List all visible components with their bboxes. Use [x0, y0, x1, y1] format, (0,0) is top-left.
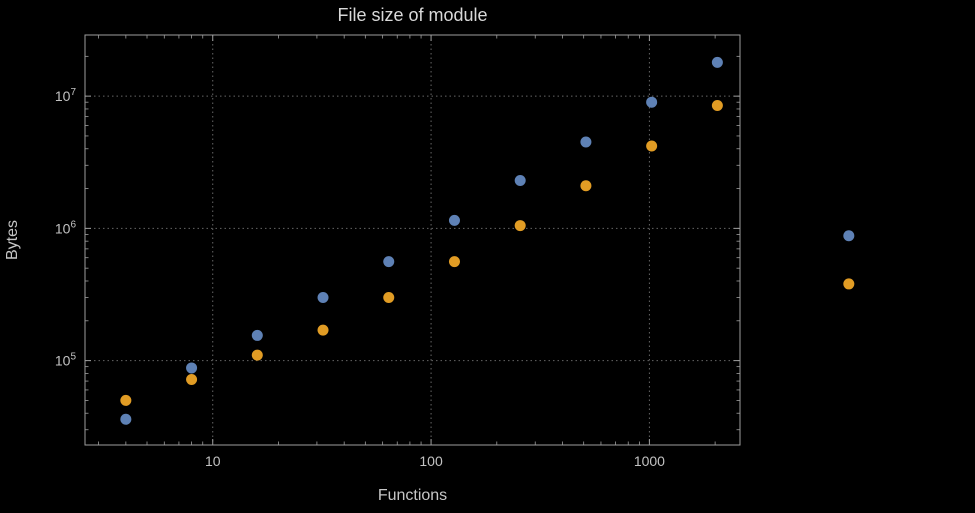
data-point-orange	[448, 256, 460, 268]
data-point-orange	[317, 324, 329, 336]
frame-rect	[84, 34, 741, 446]
plot-frame	[84, 34, 741, 446]
data-point-blue	[843, 230, 855, 242]
data-points	[120, 56, 855, 425]
data-point-orange	[186, 373, 198, 385]
x-axis-label: Functions	[377, 487, 448, 504]
data-point-blue	[448, 214, 460, 226]
chart-title: File size of module	[337, 5, 488, 25]
data-point-orange	[251, 349, 263, 361]
tick-labels: 10 100 1000 105 106 107	[55, 87, 665, 469]
data-point-blue	[317, 292, 329, 304]
data-point-blue	[580, 136, 592, 148]
data-point-blue	[120, 413, 132, 425]
grid-lines	[85, 35, 740, 445]
y-tick-label: 107	[55, 87, 77, 104]
data-point-orange	[120, 394, 132, 406]
data-point-orange	[580, 180, 592, 192]
data-point-blue	[646, 96, 658, 108]
data-point-blue	[514, 175, 526, 187]
data-point-blue	[186, 362, 198, 374]
y-tick-label: 105	[55, 352, 77, 369]
data-point-orange	[711, 99, 723, 111]
x-tick-label: 1000	[634, 453, 665, 469]
data-point-blue	[251, 329, 263, 341]
data-point-orange	[383, 292, 395, 304]
data-point-orange	[646, 140, 658, 152]
axis-ticks	[85, 35, 740, 445]
x-tick-label: 10	[205, 453, 221, 469]
data-point-orange	[514, 220, 526, 232]
y-tick-label: 106	[55, 219, 77, 236]
data-point-blue	[383, 256, 395, 268]
data-point-orange	[843, 278, 855, 290]
x-tick-label: 100	[419, 453, 443, 469]
data-point-blue	[711, 56, 723, 68]
